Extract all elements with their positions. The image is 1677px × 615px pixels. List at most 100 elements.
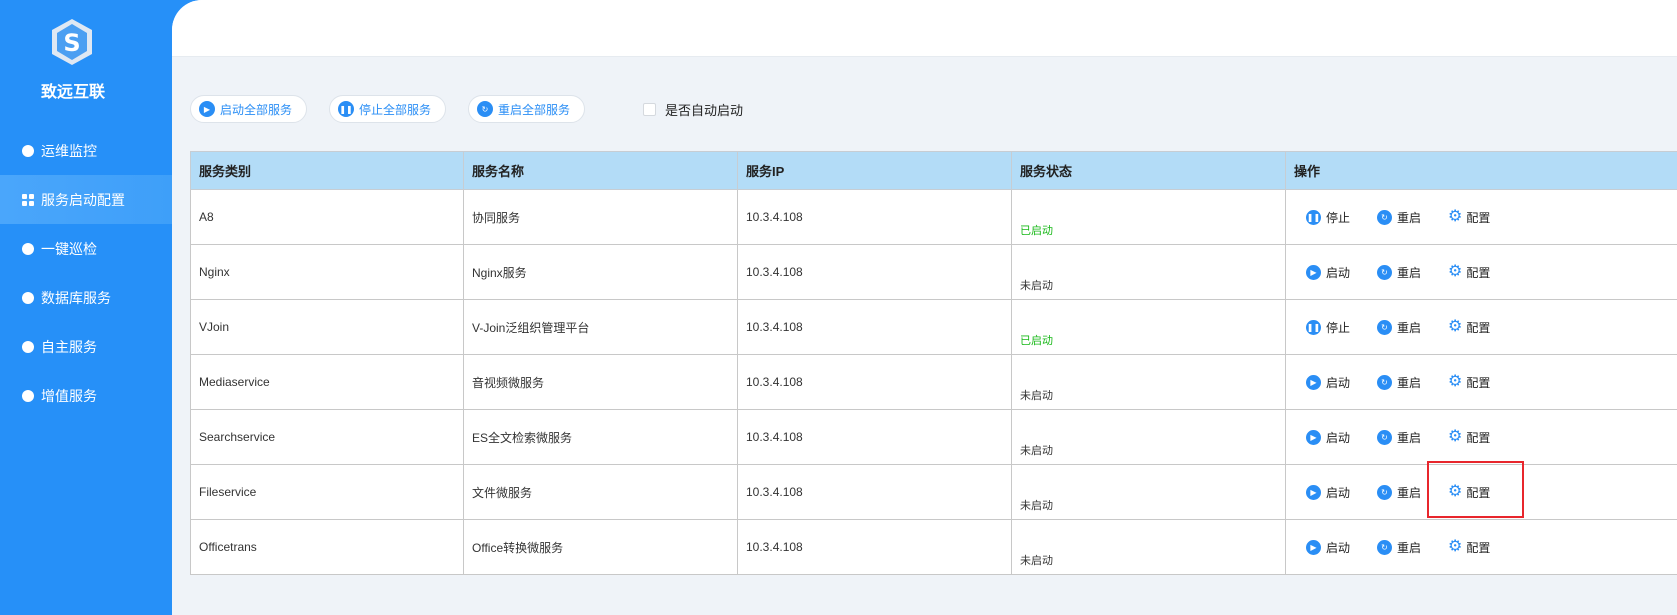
sidebar-item-label: 一键巡检 <box>41 240 97 257</box>
toggle-label: 启动 <box>1326 375 1351 390</box>
monitor-icon <box>22 144 34 157</box>
brand-name: 致远互联 <box>40 82 105 101</box>
sidebar-nav: 运维监控服务启动配置 一键巡检数据库服务 自主服务 增值服务 <box>0 126 172 420</box>
sidebar-item-3[interactable]: 数据库服务 <box>0 273 172 322</box>
sidebar-item-0[interactable]: 运维监控 <box>0 126 172 175</box>
gear-icon: ⚙ <box>1448 208 1463 225</box>
sidebar-item-1[interactable]: 服务启动配置 <box>0 175 172 224</box>
service-name: Nginx服务 <box>463 244 738 300</box>
toolbar: ▶ 启动全部服务 ❚❚ 停止全部服务 ↻ 重启全部服务 是否自动启动 <box>190 95 743 123</box>
gear-icon: ⚙ <box>1448 318 1463 335</box>
config-label: 配置 <box>1466 375 1491 390</box>
config-button[interactable]: ⚙ 配置 <box>1448 209 1519 226</box>
config-button[interactable]: ⚙ 配置 <box>1448 484 1519 501</box>
restart-all-button[interactable]: ↻ 重启全部服务 <box>468 95 586 123</box>
restart-button[interactable]: ↻ 重启 <box>1377 319 1448 336</box>
actions-cell: ▶ 启动 ↻ 重启 ⚙ 配置 <box>1285 244 1677 300</box>
config-label: 配置 <box>1466 320 1491 335</box>
restart-button[interactable]: ↻ 重启 <box>1377 264 1448 281</box>
sidebar-item-4[interactable]: 自主服务 <box>0 322 172 371</box>
stop-button[interactable]: ❚❚ 停止 <box>1306 209 1377 226</box>
highlight-box <box>1427 461 1524 518</box>
actions-cell: ▶ 启动 ↻ 重启 ⚙ 配置 <box>1285 354 1677 410</box>
svg-text:S: S <box>63 29 80 57</box>
play-icon: ▶ <box>1306 484 1321 500</box>
checkbox-box[interactable] <box>643 102 657 116</box>
table-header: 服务类别 服务名称 服务IP 服务状态 操作 <box>190 151 1677 190</box>
config-button[interactable]: ⚙ 配置 <box>1448 429 1519 446</box>
sidebar-item-2[interactable]: 一键巡检 <box>0 224 172 273</box>
auto-start-label: 是否自动启动 <box>665 102 744 118</box>
restart-icon: ↻ <box>1377 264 1392 280</box>
config-button[interactable]: ⚙ 配置 <box>1448 319 1519 336</box>
actions-cell: ❚❚ 停止 ↻ 重启 ⚙ 配置 <box>1285 189 1677 245</box>
service-category: Nginx <box>190 244 464 300</box>
service-name: 文件微服务 <box>463 464 738 520</box>
start-button[interactable]: ▶ 启动 <box>1306 484 1377 501</box>
service-ip: 10.3.4.108 <box>737 409 1012 465</box>
restart-button[interactable]: ↻ 重启 <box>1377 374 1448 391</box>
gear-icon: ⚙ <box>1448 538 1463 555</box>
service-status: 未启动 <box>1011 519 1286 575</box>
play-icon: ▶ <box>1306 374 1321 390</box>
config-button[interactable]: ⚙ 配置 <box>1448 264 1519 281</box>
service-name: Office转换微服务 <box>463 519 738 575</box>
table-row: Searchservice ES全文检索微服务 10.3.4.108 未启动 ▶… <box>190 409 1677 465</box>
toggle-label: 启动 <box>1326 265 1351 280</box>
service-status: 未启动 <box>1011 354 1286 410</box>
column-header: 服务名称 <box>463 151 738 190</box>
service-status: 未启动 <box>1011 244 1286 300</box>
start-button[interactable]: ▶ 启动 <box>1306 539 1377 556</box>
service-status: 已启动 <box>1011 189 1286 245</box>
restart-label: 重启 <box>1397 320 1422 335</box>
restart-icon: ↻ <box>1377 484 1392 500</box>
restart-button[interactable]: ↻ 重启 <box>1377 429 1448 446</box>
restart-label: 重启 <box>1397 430 1422 445</box>
database-icon <box>22 291 34 304</box>
service-ip: 10.3.4.108 <box>737 354 1012 410</box>
gear-icon: ⚙ <box>1448 428 1463 445</box>
stop-all-label: 停止全部服务 <box>359 102 432 117</box>
config-label: 配置 <box>1466 430 1491 445</box>
config-label: 配置 <box>1466 540 1491 555</box>
config-button[interactable]: ⚙ 配置 <box>1448 374 1519 391</box>
table-row: Officetrans Office转换微服务 10.3.4.108 未启动 ▶… <box>190 519 1677 575</box>
start-button[interactable]: ▶ 启动 <box>1306 264 1377 281</box>
sidebar-item-label: 服务启动配置 <box>41 191 125 208</box>
restart-button[interactable]: ↻ 重启 <box>1377 484 1448 501</box>
service-name: 音视频微服务 <box>463 354 738 410</box>
toggle-label: 停止 <box>1326 320 1351 335</box>
grid-icon <box>22 193 34 206</box>
column-header: 服务类别 <box>190 151 464 190</box>
pause-icon: ❚❚ <box>338 101 355 117</box>
pause-icon: ❚❚ <box>1306 209 1321 225</box>
stop-button[interactable]: ❚❚ 停止 <box>1306 319 1377 336</box>
start-button[interactable]: ▶ 启动 <box>1306 374 1377 391</box>
restart-label: 重启 <box>1397 485 1422 500</box>
sidebar-item-5[interactable]: 增值服务 <box>0 371 172 420</box>
play-icon: ▶ <box>199 101 215 117</box>
restart-icon: ↻ <box>1377 374 1392 390</box>
restart-button[interactable]: ↻ 重启 <box>1377 209 1448 226</box>
gear-icon: ⚙ <box>1448 483 1463 500</box>
config-button[interactable]: ⚙ 配置 <box>1448 539 1519 556</box>
start-all-label: 启动全部服务 <box>220 102 293 117</box>
start-all-button[interactable]: ▶ 启动全部服务 <box>190 95 308 123</box>
restart-button[interactable]: ↻ 重启 <box>1377 539 1448 556</box>
service-category: Officetrans <box>190 519 464 575</box>
gear-icon: ⚙ <box>1448 373 1463 390</box>
restart-icon: ↻ <box>1377 209 1392 225</box>
start-button[interactable]: ▶ 启动 <box>1306 429 1377 446</box>
stop-all-button[interactable]: ❚❚ 停止全部服务 <box>329 95 447 123</box>
play-icon: ▶ <box>1306 429 1321 445</box>
restart-label: 重启 <box>1397 265 1422 280</box>
top-bar <box>172 0 1677 57</box>
actions-cell: ❚❚ 停止 ↻ 重启 ⚙ 配置 <box>1285 299 1677 355</box>
column-header: 服务IP <box>737 151 1012 190</box>
auto-start-checkbox[interactable]: 是否自动启动 <box>643 100 743 119</box>
heart-icon <box>22 340 34 353</box>
config-label: 配置 <box>1466 210 1491 225</box>
inspect-icon <box>22 242 34 255</box>
table-row: Mediaservice 音视频微服务 10.3.4.108 未启动 ▶ 启动 ↻… <box>190 354 1677 410</box>
config-label: 配置 <box>1466 485 1491 500</box>
